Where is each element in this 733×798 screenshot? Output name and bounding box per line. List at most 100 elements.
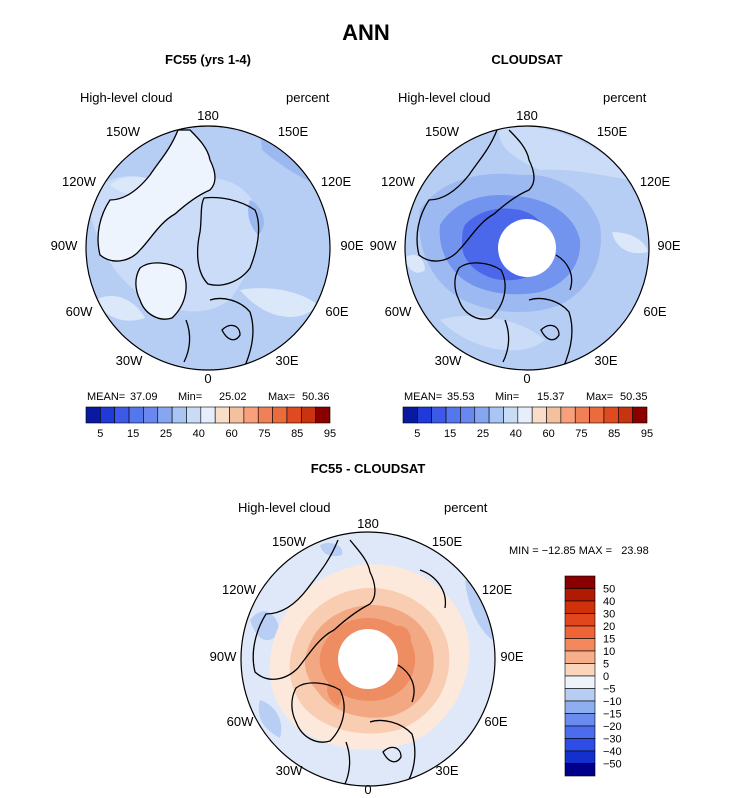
lon-label: 0 [523,371,530,386]
colorbar-tick-label: −10 [603,696,622,708]
colorbar-tick-label: −15 [603,709,622,721]
colorbar-swatch [431,406,447,424]
colorbar: 5 15 25 40 60 75 85 95 [402,406,653,440]
colorbar-swatch [171,406,187,424]
variable-label: High-level cloud [80,90,173,105]
units-label: percent [444,500,488,515]
polar-hole [498,219,556,277]
panel-difference: FC55 - CLOUDSAT High-level cloud percent… [210,461,649,797]
colorbar-tick-label: 95 [324,428,336,440]
colorbar-tick-label: 15 [603,634,615,646]
colorbar-swatch [402,406,418,424]
colorbar-swatch [460,406,476,424]
colorbar-swatch [564,638,596,652]
lon-label: 30E [594,353,617,368]
lon-label: 30E [435,763,458,778]
lon-label: 150W [106,124,141,139]
lon-label: 60W [227,714,254,729]
longitude-labels: 180 150E 120E 90E 60E 30E 0 30W 60W 90W … [51,108,364,386]
colorbar-swatch [417,406,433,424]
lon-label: 120E [321,174,352,189]
colorbar-tick-label: 15 [127,428,139,440]
colorbar-swatch [100,406,116,424]
field-contour-lightest [405,232,648,273]
colorbar-swatch [286,406,302,424]
lon-label: 120W [62,174,97,189]
colorbar-tick-label: 0 [603,671,609,683]
colorbar-swatch [564,750,596,764]
field-contour-negative [250,543,493,738]
colorbar-swatch [257,406,273,424]
lon-label: 150E [432,534,463,549]
lon-label: 90W [370,238,397,253]
colorbar-tick-label: −5 [603,684,616,696]
lon-label: 60E [325,304,348,319]
colorbar-swatch [531,406,547,424]
lon-label: 60W [385,304,412,319]
lon-label: 120W [381,174,416,189]
lon-label: 90W [51,238,78,253]
colorbar-tick-label: −30 [603,734,622,746]
mean-value: 35.53 [447,391,475,403]
colorbar: 5 15 25 40 60 75 85 95 [85,406,336,440]
max-value: 50.35 [620,391,648,403]
field-contour-lighter [440,126,630,351]
colorbar-swatch [564,650,596,664]
colorbar-tick-label: 50 [603,584,615,596]
panel-title: FC55 (yrs 1-4) [165,52,251,67]
coastlines [97,129,260,369]
panel-title: CLOUDSAT [491,52,562,67]
colorbar-swatch [574,406,590,424]
colorbar-tick-label: 5 [97,428,103,440]
colorbar-tick-label: −20 [603,721,622,733]
colorbar-swatch [564,613,596,627]
colorbar-tick-label: 95 [641,428,653,440]
colorbar-swatch [186,406,202,424]
colorbar-swatch [229,406,245,424]
colorbar-swatch [546,406,562,424]
map-boundary [240,531,496,787]
colorbar-tick-label: 10 [603,646,615,658]
lon-label: 120W [222,582,257,597]
max-label: Max= [586,391,613,403]
colorbar-swatch [300,406,316,424]
stats-line: MEAN= 37.09 Min= 25.02 Max= 50.36 [87,391,330,403]
min-label: Min= [495,391,519,403]
lon-label: 30W [116,353,143,368]
colorbar-swatch [315,406,331,424]
mean-label: MEAN= [404,391,442,403]
colorbar-tick-label: 40 [193,428,205,440]
lon-label: 120E [640,174,671,189]
lon-label: 90E [340,238,363,253]
lon-label: 90E [657,238,680,253]
colorbar-tick-label: 85 [291,428,303,440]
colorbar-swatch [517,406,533,424]
panel-title: FC55 - CLOUDSAT [311,461,426,476]
lon-label: 150W [272,534,307,549]
lon-label: 30W [276,763,303,778]
colorbar-swatch [114,406,130,424]
map-field [241,532,495,786]
mean-label: MEAN= [87,391,125,403]
colorbar-swatch [128,406,144,424]
lon-label: 180 [197,108,219,123]
colorbar-tick-label: 15 [444,428,456,440]
lon-label: 90W [210,649,237,664]
map-field [405,126,649,370]
colorbar-swatch [564,688,596,702]
coastlines [416,129,573,369]
colorbar-swatch [564,713,596,727]
stats-line: MEAN= 35.53 Min= 15.37 Max= 50.35 [404,391,648,403]
map-boundary [85,125,331,371]
colorbar-swatch [564,625,596,639]
lon-label: 30W [435,353,462,368]
colorbar-tick-label: 75 [258,428,270,440]
panel-fc55: FC55 (yrs 1-4) High-level cloud percent … [51,52,364,440]
map-boundary [404,125,650,371]
colorbar-swatch [564,738,596,752]
colorbar-tick-label: −50 [603,759,622,771]
colorbar-swatch [564,700,596,714]
field-contour-lightest [95,176,318,321]
